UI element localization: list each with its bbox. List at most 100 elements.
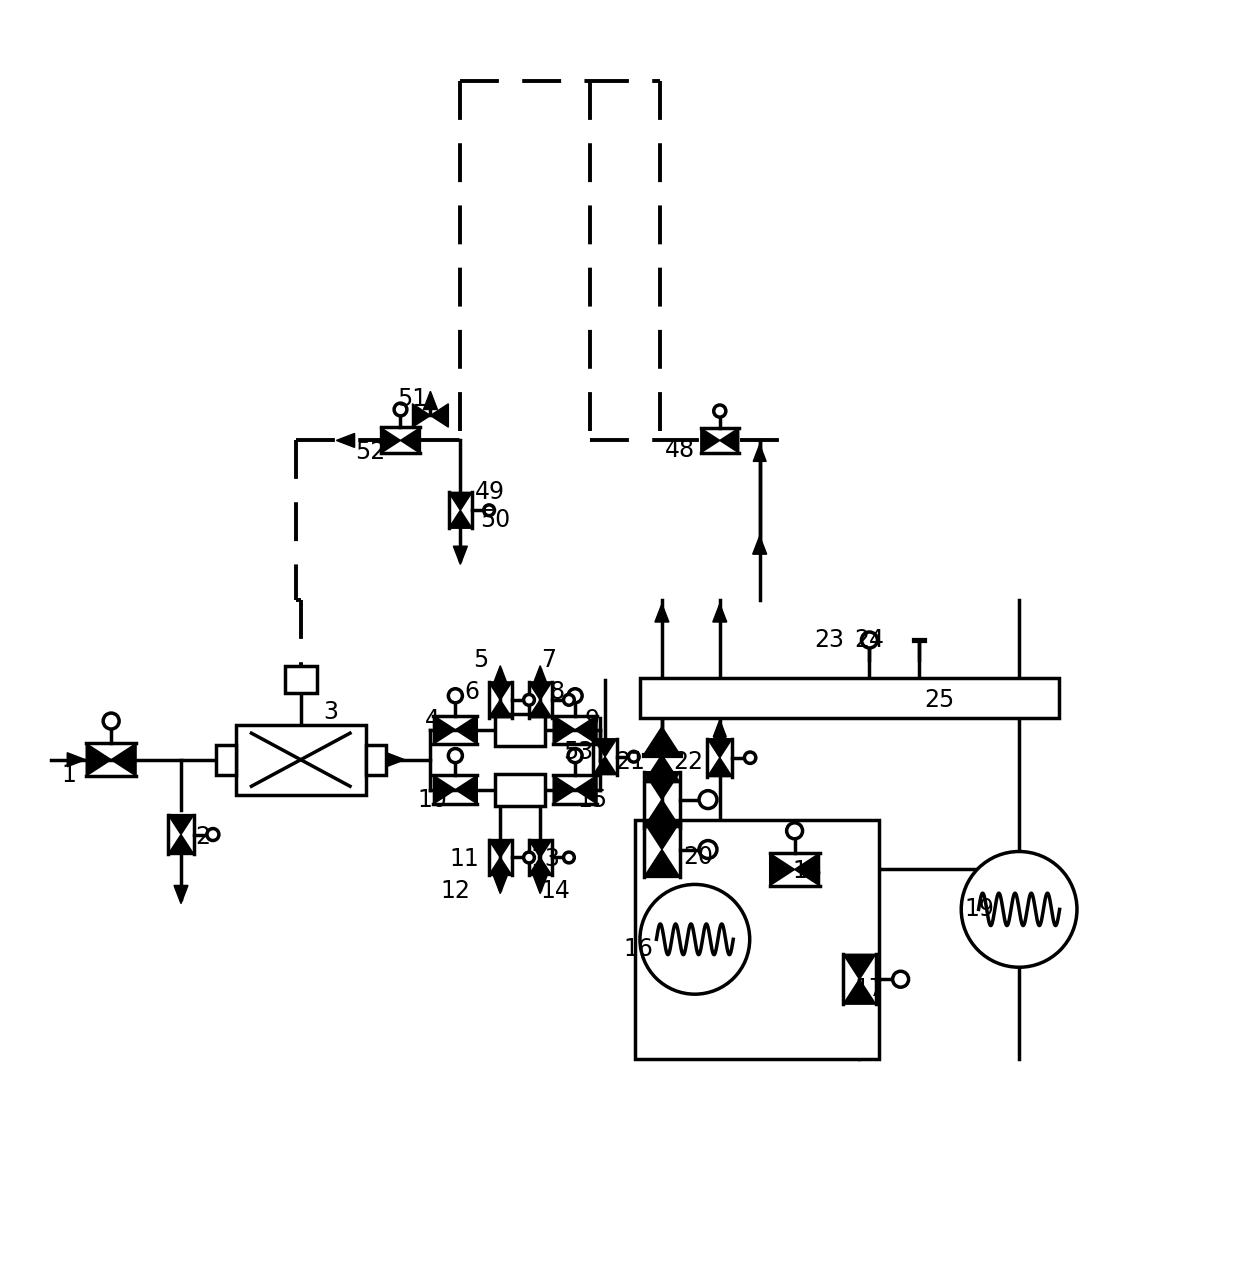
Circle shape xyxy=(394,404,407,416)
Circle shape xyxy=(568,689,582,702)
Polygon shape xyxy=(528,840,552,857)
Circle shape xyxy=(786,823,802,839)
Text: 12: 12 xyxy=(440,879,470,903)
Polygon shape xyxy=(430,404,449,427)
Polygon shape xyxy=(489,682,512,700)
Bar xyxy=(285,666,316,692)
Circle shape xyxy=(961,851,1078,967)
Text: 25: 25 xyxy=(924,687,955,712)
Bar xyxy=(635,820,879,1059)
Polygon shape xyxy=(553,715,575,744)
Circle shape xyxy=(568,749,582,763)
Circle shape xyxy=(563,852,574,863)
Text: 49: 49 xyxy=(475,480,505,504)
Text: 18: 18 xyxy=(792,860,822,884)
Polygon shape xyxy=(455,715,477,744)
Polygon shape xyxy=(719,427,739,453)
Circle shape xyxy=(893,971,909,987)
Polygon shape xyxy=(381,427,401,454)
Text: 13: 13 xyxy=(531,847,560,871)
Bar xyxy=(495,714,546,745)
Polygon shape xyxy=(434,776,455,805)
Text: 7: 7 xyxy=(541,648,556,672)
Circle shape xyxy=(699,841,717,859)
Polygon shape xyxy=(489,840,512,857)
Text: 53: 53 xyxy=(563,740,593,764)
Polygon shape xyxy=(753,536,766,554)
Polygon shape xyxy=(701,427,719,453)
Polygon shape xyxy=(708,739,732,758)
Polygon shape xyxy=(112,744,136,776)
Polygon shape xyxy=(449,511,472,528)
Polygon shape xyxy=(434,715,455,744)
Polygon shape xyxy=(594,757,616,774)
Polygon shape xyxy=(594,739,616,757)
Text: 11: 11 xyxy=(449,847,479,871)
Polygon shape xyxy=(713,720,727,736)
Polygon shape xyxy=(455,776,477,805)
Text: 19: 19 xyxy=(965,898,994,922)
Text: 14: 14 xyxy=(541,879,570,903)
Polygon shape xyxy=(708,758,732,777)
Text: 52: 52 xyxy=(356,440,386,464)
Polygon shape xyxy=(528,682,552,700)
Polygon shape xyxy=(714,723,725,738)
Text: 6: 6 xyxy=(465,680,480,704)
Polygon shape xyxy=(770,854,795,885)
Bar xyxy=(640,678,1059,718)
Circle shape xyxy=(744,752,756,763)
Text: 10: 10 xyxy=(418,788,448,812)
Polygon shape xyxy=(387,753,404,767)
Polygon shape xyxy=(167,815,193,835)
Polygon shape xyxy=(644,850,680,878)
Circle shape xyxy=(449,749,463,763)
Circle shape xyxy=(629,752,639,762)
Polygon shape xyxy=(494,875,507,894)
Circle shape xyxy=(523,695,534,705)
Text: 17: 17 xyxy=(854,977,884,1001)
Polygon shape xyxy=(644,822,680,850)
Polygon shape xyxy=(644,799,680,827)
Text: 16: 16 xyxy=(622,937,653,961)
Text: 20: 20 xyxy=(683,845,713,870)
Text: 9: 9 xyxy=(584,707,600,731)
Text: 5: 5 xyxy=(472,648,487,672)
Polygon shape xyxy=(489,857,512,875)
Text: 48: 48 xyxy=(665,439,694,463)
Circle shape xyxy=(103,712,119,729)
Polygon shape xyxy=(655,604,668,622)
Polygon shape xyxy=(401,427,420,454)
Polygon shape xyxy=(494,666,507,683)
Polygon shape xyxy=(713,604,727,622)
Polygon shape xyxy=(528,857,552,875)
Text: 24: 24 xyxy=(854,628,884,652)
Text: 2: 2 xyxy=(196,825,211,849)
Text: 51: 51 xyxy=(397,387,428,411)
Polygon shape xyxy=(449,492,472,511)
Polygon shape xyxy=(87,744,112,776)
Circle shape xyxy=(207,828,219,841)
Text: 1: 1 xyxy=(62,763,77,787)
Bar xyxy=(216,745,236,774)
Circle shape xyxy=(449,689,463,702)
Circle shape xyxy=(523,852,534,863)
Text: 4: 4 xyxy=(425,707,440,731)
Circle shape xyxy=(862,632,878,648)
Circle shape xyxy=(714,405,725,417)
Polygon shape xyxy=(174,885,188,904)
Text: 22: 22 xyxy=(673,750,703,774)
Polygon shape xyxy=(795,854,820,885)
Text: 8: 8 xyxy=(549,680,564,704)
Polygon shape xyxy=(528,700,552,718)
Polygon shape xyxy=(644,755,680,783)
Circle shape xyxy=(640,884,750,994)
Polygon shape xyxy=(167,835,193,855)
Bar xyxy=(366,745,386,774)
Polygon shape xyxy=(644,726,680,755)
Polygon shape xyxy=(575,715,596,744)
Bar xyxy=(236,725,366,794)
Polygon shape xyxy=(644,772,680,799)
Polygon shape xyxy=(753,445,766,462)
Text: 23: 23 xyxy=(815,628,844,652)
Polygon shape xyxy=(553,776,575,805)
